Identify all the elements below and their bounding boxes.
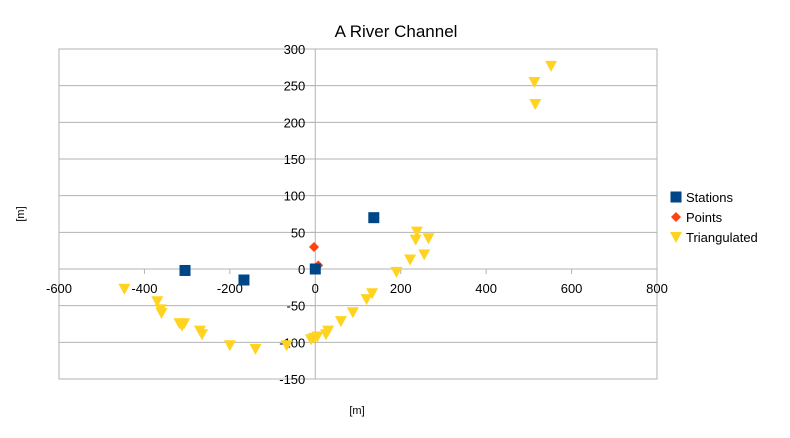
legend-label-triangulated: Triangulated [686, 230, 758, 245]
triangulated-point [390, 266, 403, 278]
y-tick-label: 300 [284, 42, 306, 57]
legend-marker-points [671, 212, 681, 222]
legend: Stations Points Triangulated [670, 190, 758, 245]
triangulated-point [223, 340, 236, 352]
triangulated-point [545, 60, 558, 72]
stations-point [179, 264, 191, 276]
triangulated-point [311, 331, 324, 343]
triangulated-point [280, 340, 293, 352]
triangulated-point [529, 99, 542, 110]
x-tick-label: 0 [312, 281, 319, 296]
triangulated-point [404, 254, 417, 266]
triangulated-point [422, 233, 435, 245]
stations-point [368, 212, 380, 224]
triangulated-point [322, 325, 335, 337]
x-tick-label: 400 [475, 281, 497, 296]
x-tick-label: 200 [390, 281, 412, 296]
chart-title: A River Channel [335, 22, 458, 41]
legend-marker-stations [670, 191, 682, 203]
y-tick-label: -50 [286, 299, 305, 314]
points-point [309, 242, 320, 252]
y-tick-label: 50 [291, 225, 305, 240]
x-tick-label: -400 [131, 281, 157, 296]
plot-area: -600 -400 -200 0 200 400 600 800-150-100-500501… [46, 42, 668, 387]
triangulated-point [409, 234, 422, 246]
legend-label-stations: Stations [686, 190, 733, 205]
triangulated-point [366, 288, 379, 300]
triangulated-point [410, 226, 423, 238]
triangulated-point [155, 308, 168, 319]
triangulated-point [118, 283, 131, 295]
y-tick-label: 150 [284, 152, 306, 167]
y-tick-label: -150 [279, 372, 305, 387]
triangulated-point [196, 329, 209, 341]
triangulated-point [334, 316, 347, 328]
x-tick-label: 800 [646, 281, 668, 296]
triangulated-point [346, 307, 359, 319]
legend-label-points: Points [686, 210, 723, 225]
y-tick-label: 100 [284, 189, 306, 204]
triangulated-point [249, 343, 262, 355]
x-tick-label: 600 [561, 281, 583, 296]
triangulated-point [418, 249, 431, 261]
y-axis-label: [m] [15, 206, 27, 221]
y-tick-label: 250 [284, 79, 306, 94]
x-tick-label: -600 [46, 281, 72, 296]
stations-point [238, 274, 250, 286]
x-axis-label: [m] [349, 405, 364, 417]
y-tick-label: 0 [298, 262, 305, 277]
triangulated-point [360, 294, 373, 306]
x-tick-label: -200 [217, 281, 243, 296]
y-tick-label: 200 [284, 115, 306, 130]
legend-marker-triangulated [670, 232, 682, 243]
plot-frame [58, 48, 658, 380]
triangulated-point [151, 296, 164, 308]
triangulated-point [528, 77, 541, 88]
stations-point [309, 263, 321, 275]
triangulated-point [178, 318, 191, 330]
